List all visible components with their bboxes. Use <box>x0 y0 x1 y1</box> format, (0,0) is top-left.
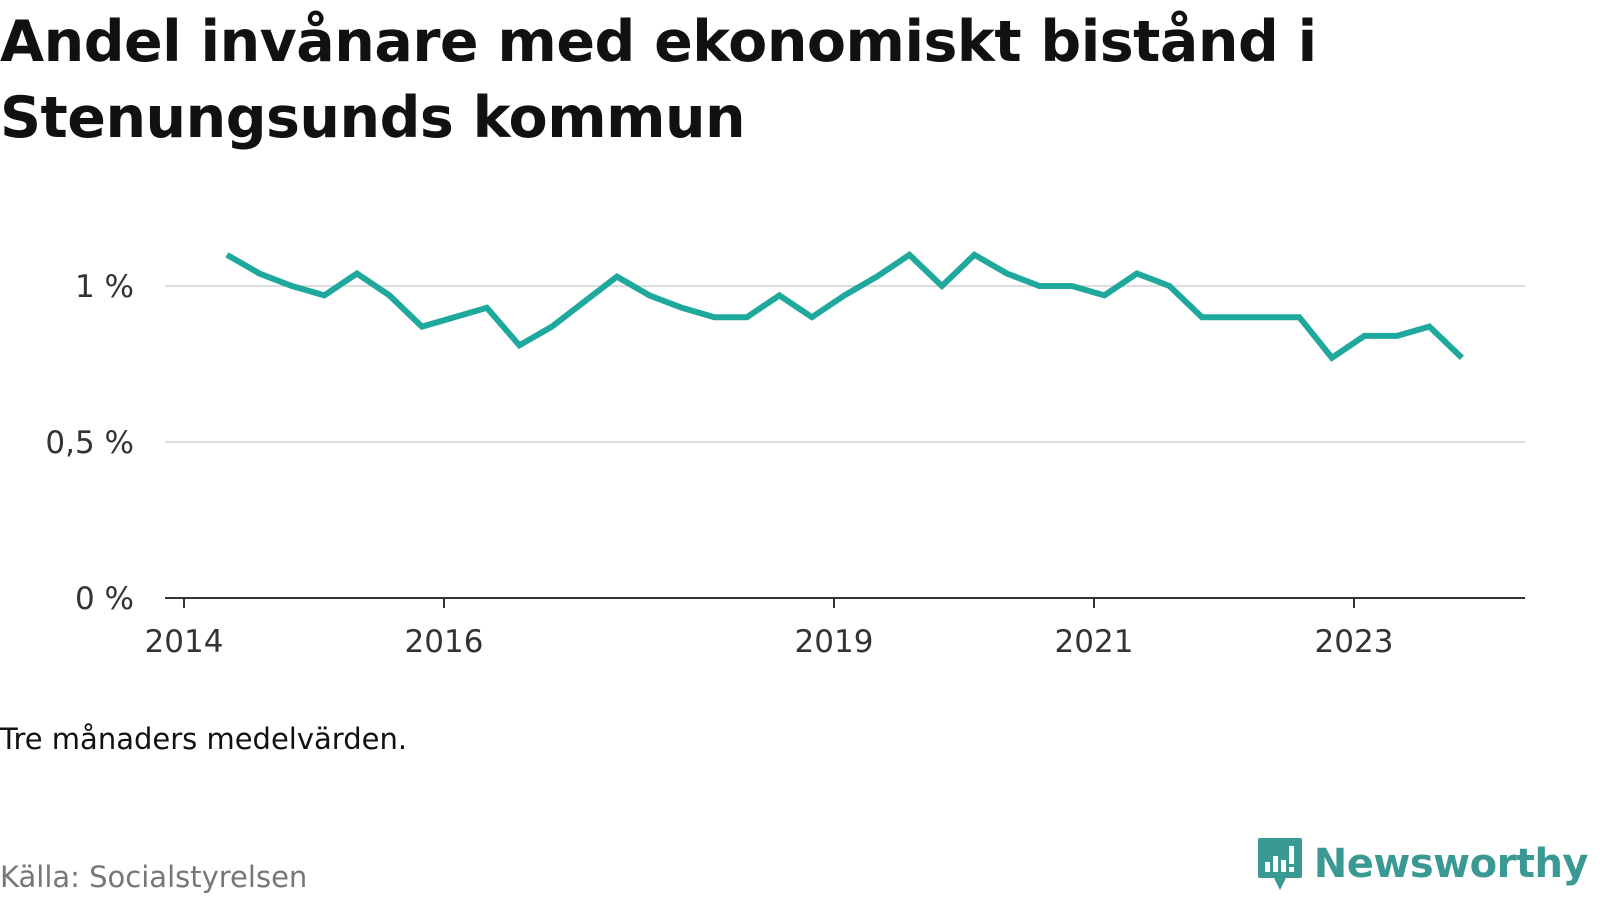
data-point <box>811 317 812 318</box>
data-point <box>1006 273 1007 274</box>
data-point <box>1331 357 1332 358</box>
data-point <box>1169 286 1170 287</box>
data-point <box>584 301 585 302</box>
newsworthy-logo-icon <box>1257 838 1302 890</box>
gridlines <box>165 285 1525 443</box>
data-point <box>844 295 845 296</box>
data-point <box>1136 273 1137 274</box>
data-point <box>974 254 975 255</box>
axes: 0 % 0,5 % 1 % 2014 2016 2019 2021 2023 <box>45 269 1525 660</box>
data-point <box>681 307 682 308</box>
brand-name: Newsworthy <box>1313 841 1589 887</box>
data-point <box>291 286 292 287</box>
data-point <box>1429 326 1430 327</box>
x-tick-label: 2019 <box>795 624 874 660</box>
data-point <box>1396 335 1397 336</box>
x-tick-label: 2021 <box>1055 624 1134 660</box>
data-point <box>746 317 747 318</box>
data-point <box>486 307 487 308</box>
y-tick-label: 0 % <box>75 581 134 617</box>
data-point <box>324 295 325 296</box>
data-point <box>714 317 715 318</box>
data-point <box>226 254 227 255</box>
data-point <box>454 317 455 318</box>
data-point <box>909 254 910 255</box>
data-point <box>1266 317 1267 318</box>
data-point <box>1234 317 1235 318</box>
y-tick-label: 0,5 % <box>45 425 134 461</box>
data-point <box>876 276 877 277</box>
data-point <box>779 295 780 296</box>
y-tick-label: 1 % <box>75 269 134 305</box>
data-point <box>616 276 617 277</box>
data-point <box>356 273 357 274</box>
data-point <box>649 295 650 296</box>
x-tick-label: 2023 <box>1315 624 1394 660</box>
data-point <box>551 326 552 327</box>
data-point <box>941 286 942 287</box>
data-point <box>1201 317 1202 318</box>
series-layer <box>225 250 1464 362</box>
data-point <box>1104 295 1105 296</box>
data-point <box>1039 286 1040 287</box>
data-point <box>259 273 260 274</box>
chart-title: Andel invånare med ekonomiskt bistånd i … <box>0 9 1317 151</box>
data-point <box>1071 286 1072 287</box>
data-point <box>519 345 520 346</box>
data-point <box>1299 317 1300 318</box>
series-line <box>225 250 1464 362</box>
data-point <box>421 326 422 327</box>
data-point <box>389 295 390 296</box>
brand-logo: Newsworthy <box>1256 836 1589 892</box>
source-label: Källa: Socialstyrelsen <box>0 860 308 894</box>
x-tick-label: 2014 <box>145 624 224 660</box>
x-tick-label: 2016 <box>405 624 484 660</box>
data-point <box>1364 335 1365 336</box>
chart-note: Tre månaders medelvärden. <box>0 722 408 756</box>
data-point <box>1461 357 1462 358</box>
